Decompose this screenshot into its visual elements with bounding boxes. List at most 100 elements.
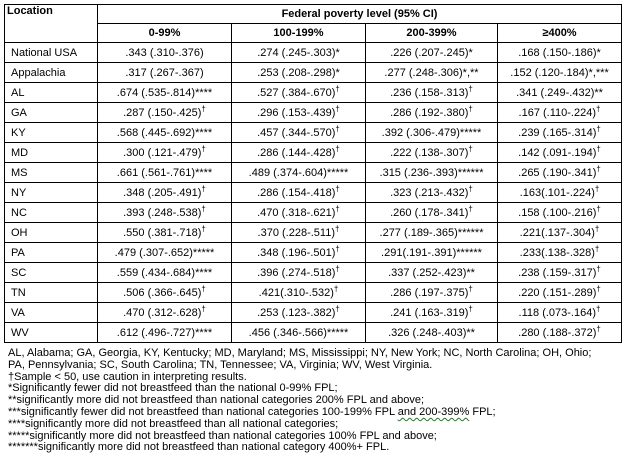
dagger-marker: † — [335, 183, 340, 193]
estimate-cell: .274 (.245-.303)* — [231, 42, 366, 63]
estimate-cell: .236 (.158-.313)† — [365, 82, 498, 103]
estimate-cell: .479 (.307-.652)***** — [97, 242, 232, 263]
estimate-cell: .489 (.374-.604)***** — [231, 162, 366, 183]
estimate-cell: .168 (.150-.186)* — [496, 42, 623, 63]
estimate-cell: .286 (.197-.375)† — [365, 282, 498, 303]
estimate-cell: .280 (.188-.372)† — [496, 322, 623, 343]
breastfeeding-fpl-table: Location Federal poverty level (95% CI) … — [4, 4, 623, 343]
estimate-cell: .118 (.073-.164)† — [496, 302, 623, 323]
dagger-marker: † — [596, 163, 601, 173]
table-header-row-1: Location Federal poverty level (95% CI) — [4, 4, 623, 43]
estimate-cell: .221(.137-.304)† — [496, 222, 623, 243]
estimate-cell: .239 (.165-.314)† — [496, 122, 623, 143]
estimate-cell: .393 (.248-.538)† — [97, 202, 232, 223]
column-header: 100-199% — [231, 23, 366, 43]
estimate-cell: .277 (.248-.306)*,** — [365, 62, 498, 83]
table-row: AL .674 (.535-.814)**** .527 (.384-.670)†.… — [4, 82, 623, 103]
column-header-location: Location — [4, 4, 98, 43]
table-header-row-2: 0-99% 100-199% 200-399% ≥400% — [5, 23, 623, 43]
column-header: 0-99% — [97, 23, 232, 43]
estimate-cell: .260 (.178-.341)† — [365, 202, 498, 223]
estimate-cell: .142 (.091-.194)† — [496, 142, 623, 163]
estimate-cell: .421(.310-.532)† — [231, 282, 366, 303]
row-location-label: AL — [4, 82, 98, 103]
table-row: National USA .343 (.310-.376) .274 (.245-.… — [4, 42, 623, 63]
estimate-cell: .457 (.344-.570)† — [231, 122, 366, 143]
dagger-marker: † — [335, 223, 340, 233]
footnote-line: ***significantly fewer did not breastfee… — [8, 405, 496, 418]
dagger-marker: † — [335, 263, 340, 273]
dagger-marker: † — [596, 103, 601, 113]
estimate-cell: .323 (.213-.432)† — [365, 182, 498, 203]
dagger-marker: † — [468, 103, 473, 113]
estimate-cell: .220 (.151-.289)† — [496, 282, 623, 303]
column-header: 200-399% — [365, 23, 498, 43]
dagger-marker: † — [201, 203, 206, 213]
table-row: Appalachia .317 (.267-.367) .253 (.208-.29… — [4, 62, 623, 83]
dagger-marker: † — [596, 323, 601, 333]
footnote-line: †Sample < 50, use caution in interpretin… — [8, 370, 247, 383]
estimate-cell: .456 (.346-.566)***** — [231, 322, 366, 343]
dagger-marker: † — [596, 203, 601, 213]
estimate-cell: .370 (.228-.511)† — [231, 222, 366, 243]
dagger-marker: † — [335, 83, 340, 93]
row-location-label: GA — [4, 102, 98, 123]
table-row: TN .506 (.366-.645)† .421(.310-.532)† .286 … — [4, 282, 623, 303]
dagger-marker: † — [335, 203, 340, 213]
estimate-cell: .506 (.366-.645)† — [97, 282, 232, 303]
estimate-cell: .674 (.535-.814)**** — [97, 82, 232, 103]
estimate-cell: .253 (.123-.382)† — [231, 302, 366, 323]
table-row: KY .568 (.445-.692)**** .457 (.344-.570)†.… — [4, 122, 623, 143]
estimate-cell: .286 (.144-.428)† — [231, 142, 366, 163]
estimate-cell: .241 (.163-.319)† — [365, 302, 498, 323]
footnote-line: **significantly more did not breastfeed … — [8, 394, 425, 407]
estimate-cell: .341 (.249-.432)** — [496, 82, 623, 103]
estimate-cell: .470 (.312-.628)† — [97, 302, 232, 323]
dagger-marker: † — [594, 223, 600, 233]
spellcheck-squiggle: and 200-399% — [397, 405, 470, 418]
dagger-marker: † — [596, 263, 601, 273]
table-row: NC .393 (.248-.538)† .470 (.318-.621)† .260… — [4, 202, 623, 223]
table-group-header: Federal poverty level (95% CI) — [96, 4, 623, 24]
row-location-label: PA — [4, 242, 98, 263]
row-location-label: NC — [4, 202, 98, 223]
footnote-line: AL, Alabama; GA, Georgia, KY, Kentucky; … — [8, 347, 592, 359]
dagger-marker: † — [596, 143, 601, 153]
dagger-marker: † — [468, 83, 473, 93]
row-location-label: OH — [4, 222, 98, 243]
dagger-marker: † — [201, 183, 206, 193]
column-header: ≥400% — [496, 23, 623, 43]
footnote-line: *Significantly fewer did not breastfeed … — [8, 382, 338, 395]
row-location-label: VA — [4, 302, 98, 323]
table-row: MS .661 (.561-.761)**** .489 (.374-.604)**… — [4, 162, 623, 183]
table-row: SC .559 (.434-.684)**** .396 (.274-.518)†.… — [4, 262, 623, 283]
estimate-cell: .286 (.154-.418)† — [231, 182, 366, 203]
dagger-marker: † — [335, 143, 340, 153]
estimate-cell: .315 (.236-.393)****** — [365, 162, 498, 183]
dagger-marker: † — [596, 283, 601, 293]
dagger-marker: † — [335, 123, 340, 133]
estimate-cell: .392 (.306-.479)***** — [365, 122, 498, 143]
estimate-cell: .287 (.150-.425)† — [97, 102, 232, 123]
estimate-cell: .343 (.310-.376) — [97, 42, 232, 63]
dagger-marker: † — [201, 303, 206, 313]
dagger-marker: † — [335, 303, 340, 313]
estimate-cell: .326 (.248-.403)** — [365, 322, 498, 343]
dagger-marker: † — [596, 123, 601, 133]
row-location-label: MD — [4, 142, 98, 163]
estimate-cell: .265 (.190-.341)† — [496, 162, 623, 183]
estimate-cell: .470 (.318-.621)† — [231, 202, 366, 223]
estimate-cell: .348 (.205-.491)† — [97, 182, 232, 203]
estimate-cell: .296 (.153-.439)† — [231, 102, 366, 123]
estimate-cell: .158 (.100-.216)† — [496, 202, 623, 223]
estimate-cell: .317 (.267-.367) — [97, 62, 232, 83]
dagger-marker: † — [468, 283, 473, 293]
footnotes: AL, Alabama; GA, Georgia, KY, Kentucky; … — [8, 347, 620, 454]
estimate-cell: .527 (.384-.670)† — [231, 82, 366, 103]
row-location-label: KY — [4, 122, 98, 143]
table-row: PA .479 (.307-.652)***** .348 (.196-.501)†… — [4, 242, 623, 263]
estimate-cell: .233(.138-.328)† — [496, 242, 623, 263]
table-row: WV .612 (.496-.727)**** .456 (.346-.566)**… — [4, 322, 623, 343]
dagger-marker: † — [335, 103, 340, 113]
